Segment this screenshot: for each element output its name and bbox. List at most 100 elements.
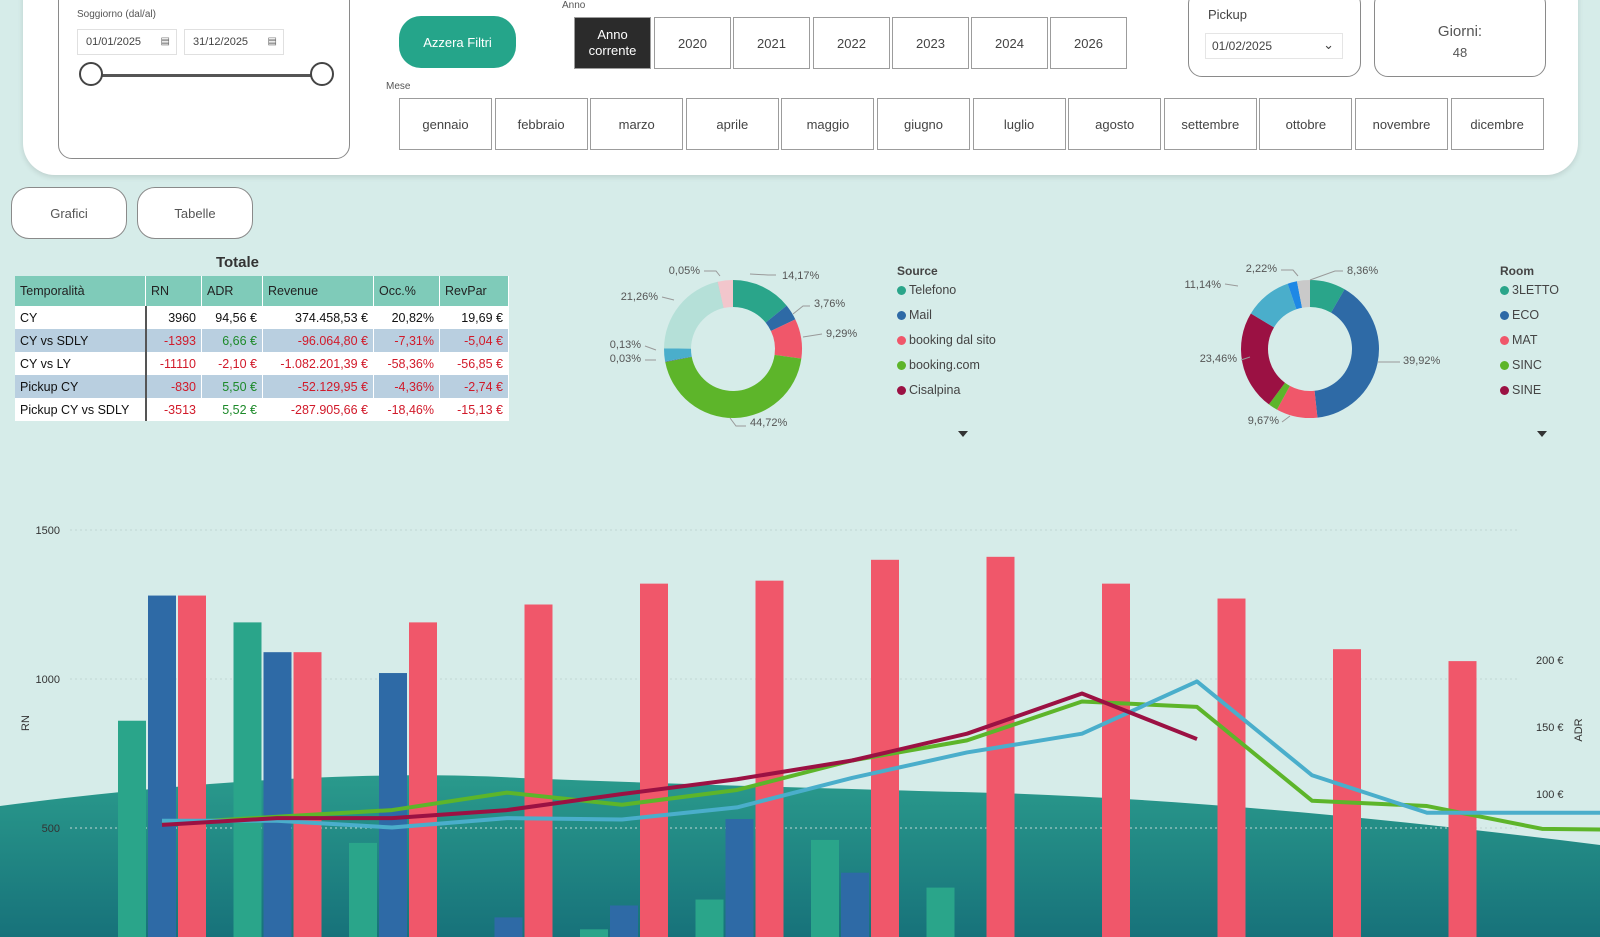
donut-slice[interactable] [733, 280, 787, 323]
bar[interactable] [1333, 649, 1361, 937]
bar[interactable] [118, 720, 146, 937]
bar[interactable] [148, 595, 176, 937]
year-button-2026[interactable]: 2026 [1050, 17, 1127, 69]
donut-slice[interactable] [1314, 289, 1379, 418]
donut-slice[interactable] [665, 356, 692, 363]
month-button-marzo[interactable]: marzo [590, 98, 684, 150]
donut-slice[interactable] [1250, 283, 1297, 328]
date-to-input[interactable]: 31/12/2025 ▤ [184, 29, 284, 55]
donut-slice[interactable] [1310, 280, 1345, 313]
bar[interactable] [494, 917, 523, 937]
bar[interactable] [871, 559, 899, 937]
donut-slice[interactable] [1268, 382, 1290, 410]
month-button-febbraio[interactable]: febbraio [494, 98, 588, 150]
legend-item[interactable]: Cisalpina [897, 383, 960, 397]
year-button-2022[interactable]: 2022 [813, 17, 890, 69]
legend-item[interactable]: MAT [1500, 333, 1537, 347]
month-button-gennaio[interactable]: gennaio [399, 98, 492, 150]
reset-filters-button[interactable]: Azzera Filtri [399, 16, 516, 68]
date-from-input[interactable]: 01/01/2025 ▤ [77, 29, 177, 55]
donut-slice[interactable] [770, 319, 802, 359]
month-button-luglio[interactable]: luglio [972, 98, 1066, 150]
month-button-aprile[interactable]: aprile [685, 98, 779, 150]
bar[interactable] [524, 604, 553, 937]
slider-handle-start[interactable] [79, 62, 103, 86]
donut-slice[interactable] [665, 356, 692, 362]
bar[interactable] [610, 905, 638, 937]
month-button-giugno[interactable]: giugno [877, 98, 970, 150]
legend-item[interactable]: SINE [1500, 383, 1541, 397]
bar[interactable] [1448, 661, 1477, 937]
source-legend-title: Source [897, 264, 938, 278]
bar[interactable] [1217, 598, 1246, 937]
calendar-icon[interactable]: ▤ [267, 36, 277, 47]
month-button-settembre[interactable]: settembre [1163, 98, 1257, 150]
column-header[interactable]: ADR [201, 276, 263, 306]
month-button-maggio[interactable]: maggio [781, 98, 875, 150]
bar[interactable] [263, 652, 292, 937]
bar[interactable] [349, 842, 377, 937]
bar[interactable] [409, 622, 437, 937]
table-cell: -1.082.201,39 € [262, 352, 374, 375]
bar[interactable] [580, 929, 608, 937]
month-button-dicembre[interactable]: dicembre [1450, 98, 1544, 150]
charts-button[interactable]: Grafici [11, 187, 127, 239]
bar[interactable] [379, 673, 407, 937]
bar[interactable] [178, 595, 206, 937]
month-button-novembre[interactable]: novembre [1355, 98, 1448, 150]
tables-button[interactable]: Tabelle [137, 187, 253, 239]
bar[interactable] [640, 583, 668, 937]
donut-slice[interactable] [665, 354, 802, 418]
bar[interactable] [926, 887, 955, 937]
donut-slice[interactable] [765, 305, 796, 331]
leader-line [729, 417, 746, 427]
bar[interactable] [755, 580, 784, 937]
bar[interactable] [1102, 583, 1130, 937]
month-button-ottobre[interactable]: ottobre [1259, 98, 1353, 150]
legend-item[interactable]: Telefono [897, 283, 956, 297]
series-line[interactable] [162, 679, 1600, 830]
column-header[interactable]: Temporalità [15, 276, 146, 306]
donut-slice[interactable] [1296, 280, 1310, 308]
donut-slice[interactable] [1276, 385, 1318, 418]
legend-item[interactable]: ECO [1500, 308, 1539, 322]
legend-item[interactable]: Mail [897, 308, 932, 322]
donut-slice[interactable] [664, 348, 692, 362]
legend-item[interactable]: SINC [1500, 358, 1542, 372]
date-range-slider-track[interactable] [92, 74, 322, 77]
chevron-down-icon[interactable]: ⌄ [1323, 37, 1334, 52]
column-header[interactable]: RevPar [439, 276, 509, 306]
bar[interactable] [811, 839, 839, 937]
donut-slice[interactable] [1287, 281, 1303, 310]
slider-handle-end[interactable] [310, 62, 334, 86]
year-button-2020[interactable]: 2020 [654, 17, 731, 69]
column-header[interactable]: Revenue [262, 276, 374, 306]
year-button-current[interactable]: Anno corrente [574, 17, 651, 69]
calendar-icon[interactable]: ▤ [160, 36, 170, 47]
legend-item[interactable]: booking.com [897, 358, 980, 372]
pickup-dropdown[interactable]: 01/02/2025 ⌄ [1205, 33, 1343, 59]
days-card: Giorni: 48 [1374, 0, 1546, 77]
bar[interactable] [293, 652, 322, 937]
legend-item[interactable]: booking dal sito [897, 333, 996, 347]
column-header[interactable]: Occ.% [373, 276, 440, 306]
month-button-agosto[interactable]: agosto [1068, 98, 1162, 150]
donut-slice[interactable] [717, 281, 724, 309]
donut-slice[interactable] [717, 280, 733, 309]
donut-slice[interactable] [1241, 313, 1285, 405]
donut-slice[interactable] [664, 281, 724, 349]
year-button-2021[interactable]: 2021 [733, 17, 810, 69]
bar[interactable] [841, 872, 869, 937]
donut-data-label: 9,29% [826, 328, 857, 340]
bar[interactable] [725, 819, 754, 937]
series-line[interactable] [161, 691, 1198, 827]
series-line[interactable] [161, 699, 1600, 835]
caret-down-icon[interactable] [1537, 431, 1547, 437]
bar[interactable] [695, 899, 724, 937]
caret-down-icon[interactable] [958, 431, 968, 437]
column-header[interactable]: RN [145, 276, 202, 306]
legend-item[interactable]: 3LETTO [1500, 283, 1559, 297]
year-button-2024[interactable]: 2024 [971, 17, 1048, 69]
bar[interactable] [233, 622, 262, 937]
year-button-2023[interactable]: 2023 [892, 17, 969, 69]
